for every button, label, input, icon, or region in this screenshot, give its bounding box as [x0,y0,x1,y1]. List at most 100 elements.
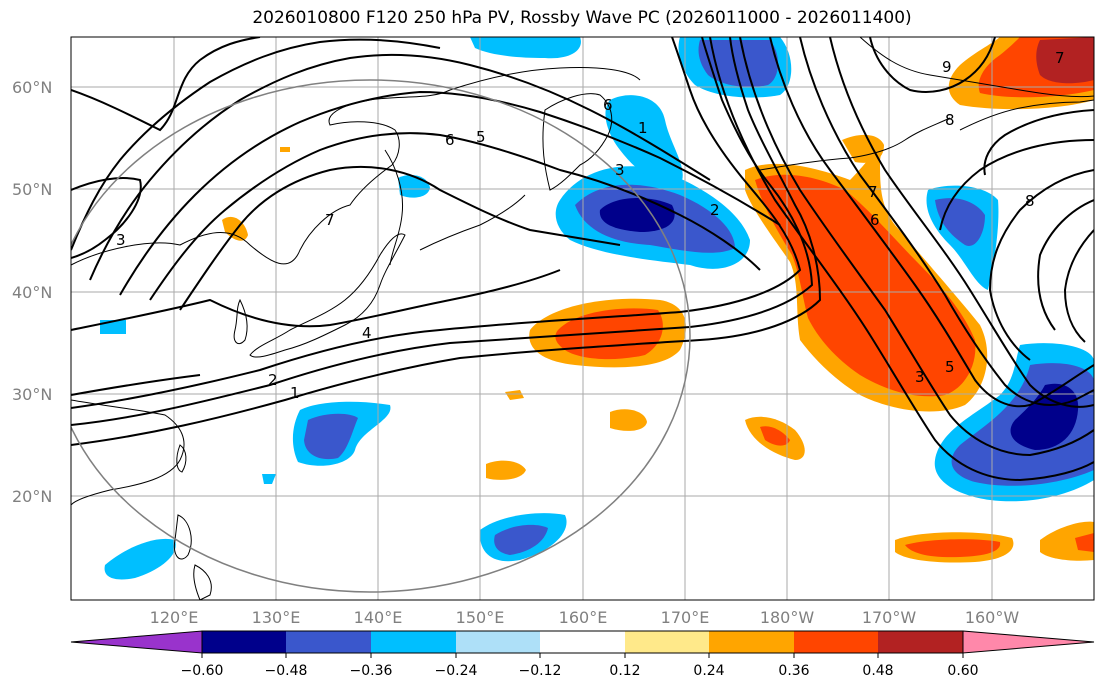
pv-contour-line [71,37,261,132]
contour-label: 6 [445,131,455,149]
japan-coastline [249,233,406,358]
positive-anomaly-region [905,539,1001,558]
lon-label: 160°E [559,608,608,627]
contour-label: 2 [268,371,278,389]
contour-label: 6 [603,96,613,114]
negative-anomaly-region [494,524,548,555]
colorbar-min-arrow [70,630,203,654]
colorbar: −0.60 −0.48 −0.36 −0.24 −0.12 0.12 0.24 … [70,630,1095,679]
lon-label: 140°E [354,608,403,627]
colorbar-tick-label: 0.36 [778,663,809,679]
positive-anomaly-region [280,147,290,152]
map-title: 2026010800 F120 250 hPa PV, Rossby Wave … [252,8,912,28]
colorbar-tick-label: −0.48 [265,663,308,679]
pv-contour-line [71,269,561,331]
china-coastline [71,399,185,506]
aleutian-coastline [759,117,951,171]
pv-contour-line [829,37,1094,408]
contour-label: 7 [1055,49,1065,67]
lat-label: 20°N [12,487,52,506]
rossby-region-circle [71,79,691,593]
pv-contour-line [988,169,1094,361]
colorbar-tick-label: 0.48 [862,663,893,679]
contour-labels: 7 6 5 6 3 2 4 2 1 3 1 7 6 5 3 7 8 9 8 [116,49,1065,402]
contour-label: 7 [868,183,878,201]
lon-label: 170°W [862,608,917,627]
positive-anomaly-region [1075,533,1094,552]
pv-contour-line [71,37,822,446]
alaska-coast-south [959,99,1094,131]
positive-anomaly-region [1036,37,1094,84]
negative-anomaly-region [599,198,675,232]
pv-contour-line [739,37,1094,457]
contour-label: 6 [870,211,880,229]
contour-label: 9 [942,58,952,76]
lat-label: 50°N [12,180,52,199]
philippines-coastline [173,514,212,600]
lon-label: 130°E [252,608,301,627]
lat-label: 60°N [12,78,52,97]
contour-label: 7 [325,211,335,229]
pv-contour-line [179,165,621,311]
lon-label: 160°W [965,608,1020,627]
negative-anomaly-region [1010,383,1079,450]
colorbar-segment [371,631,456,653]
positive-anomaly-region [755,174,976,397]
pv-contour-line [71,38,441,251]
pv-contour-line [71,374,201,396]
pv-contour-line [89,53,711,281]
contour-label: 1 [290,384,300,402]
colorbar-segment [456,631,540,653]
pv-contour-line [71,177,142,259]
pv-contours [71,37,1094,482]
colorbar-segment [202,631,286,653]
lat-label: 30°N [12,385,52,404]
contour-label: 3 [915,368,925,386]
colorbar-tick-label: 0.60 [947,663,978,679]
positive-anomaly-region [486,460,526,480]
contour-label: 3 [116,231,126,249]
colorbar-max-arrow [962,630,1095,654]
kuril-coastline [419,194,526,251]
plot-frame [70,36,1095,601]
kamchatka-coastline [542,93,613,191]
pv-contour-line [799,37,1094,406]
pv-contour-line [1037,199,1094,331]
pv-contour-line [1063,229,1094,343]
positive-anomaly-region [760,426,790,446]
negative-anomaly-region [104,538,176,580]
alaska-coastline [859,37,1094,98]
negative-anomaly-region [470,37,581,59]
colorbar-segment [540,631,625,653]
pv-contour-line [983,109,1094,176]
taiwan-coastline [176,444,187,473]
colorbar-segment [794,631,878,653]
colorbar-segment [286,631,371,653]
lon-label: 150°E [456,608,505,627]
contour-label: 8 [945,111,955,129]
lon-label: 120°E [150,608,199,627]
colorbar-segment [709,631,794,653]
lon-label: 170°E [661,608,710,627]
lat-label: 40°N [12,283,52,302]
pv-contour-line [769,37,1094,408]
contour-label: 3 [615,161,625,179]
gridlines [71,37,1094,600]
colorbar-tick-label: −0.24 [435,663,478,679]
contour-label: 1 [638,119,648,137]
positive-anomaly-region [555,308,663,360]
contour-label: 5 [476,128,486,146]
positive-anomaly-region [1040,521,1094,561]
map-plot-area: 7 6 5 6 3 2 4 2 1 3 1 7 6 5 3 7 8 9 8 [71,37,1094,600]
latitude-labels: 60°N 50°N 40°N 30°N 20°N [12,78,52,506]
longitude-labels: 120°E 130°E 140°E 150°E 160°E 170°E 180°… [150,608,1020,627]
pv-contour-line [71,37,802,409]
sakhalin-coastline [384,149,404,266]
contour-label: 8 [1025,192,1035,210]
colorbar-segment [625,631,709,653]
lon-label: 180°W [760,608,815,627]
negative-anomaly-region [304,413,358,460]
colorbar-tick-label: 0.24 [693,663,724,679]
colorbar-tick-label: −0.12 [519,663,562,679]
